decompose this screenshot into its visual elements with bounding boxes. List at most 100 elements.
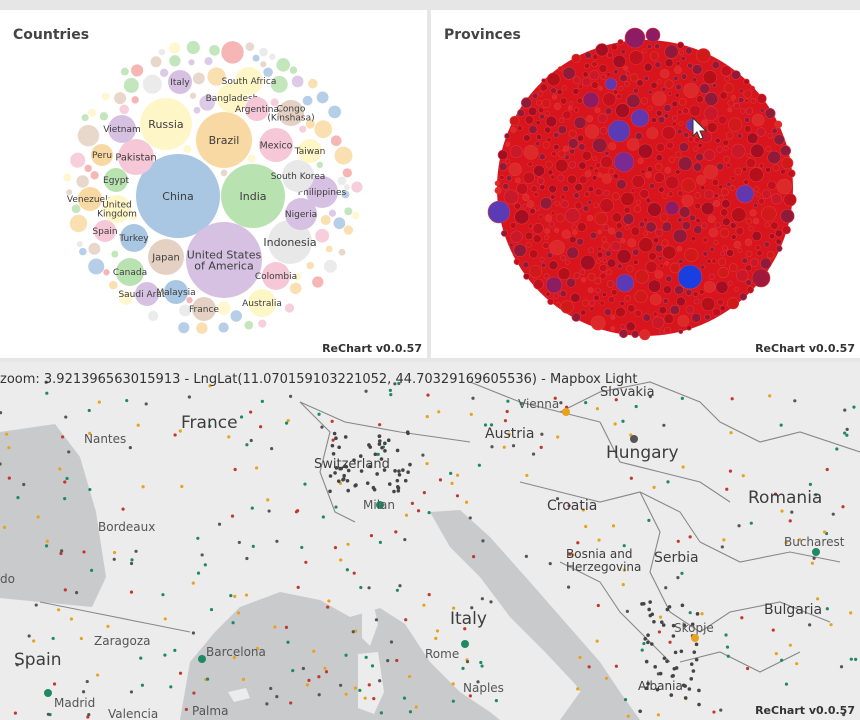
country-bubble-minor[interactable] <box>289 282 302 295</box>
map-city-dot[interactable] <box>86 715 90 719</box>
province-bubble[interactable] <box>612 173 619 180</box>
map-city-dot[interactable] <box>249 410 253 414</box>
province-bubble[interactable] <box>671 121 677 127</box>
province-bubble[interactable] <box>657 255 663 261</box>
map-city-dot[interactable] <box>682 623 687 627</box>
map-city-dot[interactable] <box>178 429 182 433</box>
map-city-dot[interactable] <box>483 423 488 427</box>
province-bubble[interactable] <box>552 292 559 299</box>
map-city-dot[interactable] <box>239 415 244 419</box>
country-bubble[interactable]: Philippines <box>298 176 347 208</box>
map-major-city-marker[interactable] <box>630 435 638 443</box>
province-bubble[interactable] <box>764 222 770 228</box>
map-city-dot[interactable] <box>85 679 89 684</box>
map-city-dot[interactable] <box>784 682 789 686</box>
map-city-dot[interactable] <box>129 590 134 594</box>
province-bubble[interactable] <box>592 137 608 153</box>
country-bubble-minor[interactable] <box>323 259 337 273</box>
map-city-dot[interactable] <box>275 695 279 699</box>
province-bubble[interactable] <box>689 104 702 117</box>
map-city-dot[interactable] <box>81 690 86 694</box>
province-bubble[interactable] <box>508 242 514 248</box>
province-bubble[interactable] <box>726 297 740 310</box>
map-city-dot[interactable] <box>773 492 778 496</box>
map-city-dot[interactable] <box>364 655 368 659</box>
country-bubble-minor[interactable] <box>193 106 201 114</box>
province-bubble[interactable] <box>596 258 601 264</box>
province-bubble[interactable] <box>560 255 566 261</box>
map-city-dot[interactable] <box>425 462 429 466</box>
province-bubble[interactable] <box>582 205 590 212</box>
map-city-dot[interactable] <box>697 688 701 693</box>
map-city-dot[interactable] <box>339 466 344 471</box>
map-city-dot[interactable] <box>539 445 543 449</box>
map-city-dot[interactable] <box>345 478 350 483</box>
province-bubble[interactable] <box>738 88 744 94</box>
province-bubble[interactable] <box>536 177 545 185</box>
map-city-dot[interactable] <box>451 699 455 703</box>
map-city-dot[interactable] <box>408 710 413 714</box>
province-bubble[interactable] <box>610 289 618 296</box>
province-bubble[interactable] <box>748 167 764 183</box>
province-bubble[interactable] <box>726 248 735 257</box>
province-bubble[interactable] <box>690 236 697 242</box>
map-city-dot[interactable] <box>368 445 373 449</box>
province-bubble[interactable] <box>766 250 775 259</box>
map-city-dot[interactable] <box>694 642 699 647</box>
country-bubble-minor[interactable] <box>88 108 97 118</box>
map-city-dot[interactable] <box>389 640 394 644</box>
province-bubble[interactable] <box>635 199 641 205</box>
country-bubble[interactable]: Japan <box>148 239 184 275</box>
province-bubble[interactable] <box>677 156 693 171</box>
country-bubble-minor[interactable] <box>131 64 144 77</box>
province-bubble[interactable] <box>676 128 683 135</box>
map-city-dot[interactable] <box>0 411 3 415</box>
map-city-dot[interactable] <box>841 505 845 509</box>
province-bubble[interactable] <box>706 258 712 264</box>
province-bubble[interactable] <box>767 150 781 165</box>
map-city-dot[interactable] <box>288 394 293 398</box>
province-bubble[interactable] <box>648 251 657 261</box>
map-city-dot[interactable] <box>336 479 341 483</box>
province-bubble[interactable] <box>654 61 662 69</box>
map-city-dot[interactable] <box>64 415 68 419</box>
province-bubble[interactable] <box>650 81 658 89</box>
province-bubble[interactable] <box>623 206 631 214</box>
map-city-dot[interactable] <box>106 624 110 628</box>
country-bubble[interactable]: Italy <box>168 70 192 94</box>
province-bubble[interactable] <box>557 125 567 135</box>
province-bubble[interactable] <box>587 185 595 193</box>
country-bubble-minor[interactable] <box>351 181 363 193</box>
province-bubble[interactable] <box>693 225 703 235</box>
map-city-dot[interactable] <box>720 545 724 549</box>
province-bubble[interactable] <box>681 177 696 193</box>
province-bubble[interactable] <box>686 324 692 331</box>
map-city-dot[interactable] <box>342 473 346 478</box>
province-bubble[interactable] <box>662 298 669 304</box>
map-city-dot[interactable] <box>798 538 802 542</box>
province-bubble[interactable] <box>527 161 534 168</box>
province-bubble[interactable] <box>683 82 699 98</box>
map-city-dot[interactable] <box>233 594 237 598</box>
map-city-dot[interactable] <box>477 463 481 467</box>
map-city-dot[interactable] <box>640 648 644 652</box>
province-bubble[interactable] <box>584 191 590 198</box>
map-city-dot[interactable] <box>397 381 401 386</box>
map-city-dot[interactable] <box>502 445 506 449</box>
map-city-dot[interactable] <box>317 675 321 679</box>
province-bubble[interactable] <box>659 263 664 269</box>
province-bubble[interactable] <box>758 197 765 205</box>
province-bubble[interactable] <box>649 51 660 61</box>
province-bubble[interactable] <box>545 115 558 128</box>
map-city-dot[interactable] <box>22 482 26 487</box>
country-bubble[interactable]: Egypt <box>103 168 129 192</box>
province-bubble[interactable] <box>581 150 592 161</box>
map-city-dot[interactable] <box>365 481 370 485</box>
province-bubble[interactable] <box>706 121 718 133</box>
map-city-dot[interactable] <box>163 617 167 621</box>
province-bubble[interactable] <box>520 97 533 109</box>
province-bubble[interactable] <box>539 184 546 191</box>
province-bubble[interactable] <box>769 233 776 240</box>
country-bubble[interactable]: Malaysia <box>156 280 196 304</box>
